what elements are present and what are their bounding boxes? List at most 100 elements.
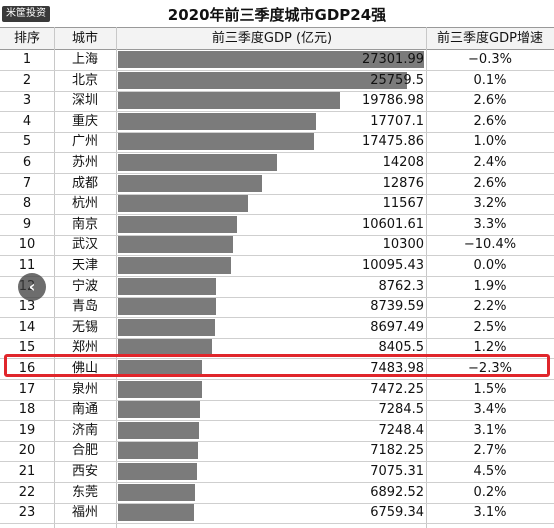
gdp-value: 17707.1 — [370, 113, 424, 129]
gdp-bar — [118, 51, 424, 68]
city-cell: 深圳 — [71, 93, 98, 109]
city-cell: 天津 — [71, 258, 98, 273]
bar-cell — [118, 502, 426, 523]
city-cell: 合肥 — [71, 443, 98, 459]
rank-cell: 7 — [22, 175, 32, 191]
bar-cell — [118, 70, 426, 91]
column-divider — [426, 27, 427, 528]
highlight-box — [4, 354, 550, 377]
gdp-bar — [118, 380, 202, 398]
growth-cell: 0.0% — [473, 258, 507, 273]
table-row: 19 济南 7248.4 3.1% — [0, 420, 554, 442]
growth-cell: 2.5% — [473, 319, 507, 335]
table-row: 12宁波8762.31.9% — [0, 276, 554, 298]
bar-cell — [118, 358, 426, 379]
prev-arrow-icon[interactable]: ‹ — [18, 273, 46, 301]
rank-cell: 23 — [18, 505, 36, 521]
gdp-bar — [118, 71, 407, 89]
gdp-bar — [118, 133, 314, 151]
gdp-bar — [118, 92, 340, 110]
gdp-bar — [118, 421, 200, 439]
gdp-bar — [118, 195, 248, 213]
table-row: 21 西安 7075.31 4.5% — [0, 461, 554, 483]
growth-cell: 1.9% — [473, 278, 507, 294]
growth-cell: 0.1% — [473, 72, 507, 88]
growth-cell: 2.7% — [473, 443, 507, 459]
bar-cell — [118, 420, 426, 441]
growth-cell: 3.1% — [473, 505, 507, 521]
bar-cell — [118, 193, 426, 214]
city-cell: 上海 — [71, 52, 98, 67]
header-city: 城市 — [71, 31, 98, 46]
chart-title: 2020年前三季度城市GDP24强 — [167, 6, 387, 24]
city-cell: 苏州 — [71, 155, 98, 170]
bar-cell — [118, 214, 426, 235]
city-cell: 西安 — [71, 464, 98, 479]
rank-cell: 18 — [18, 402, 36, 418]
bar-cell — [118, 399, 426, 420]
table-row: 5 广州 17475.86 1.0% — [0, 131, 554, 154]
growth-cell: 2.6% — [473, 113, 507, 129]
city-cell: 无锡 — [71, 319, 98, 335]
city-cell: 宁波 — [71, 278, 98, 294]
growth-cell: 3.4% — [473, 402, 507, 418]
gdp-value: 17475.86 — [361, 134, 424, 150]
gdp-bar — [118, 504, 194, 522]
rank-cell: 19 — [18, 422, 36, 438]
gdp-value: 12876 — [382, 175, 424, 191]
bar-cell — [118, 234, 426, 255]
gdp-value: 7075.31 — [370, 464, 424, 479]
table-row: 7 成都 12876 2.6% — [0, 173, 554, 195]
bar-cell — [118, 440, 426, 461]
table-row: 9 南京 10601.61 3.3% — [0, 214, 554, 236]
gdp-bar — [118, 112, 317, 130]
city-cell: 武汉 — [71, 237, 98, 253]
gdp-bar — [118, 401, 200, 419]
city-cell: 东莞 — [71, 484, 98, 500]
table-header: 排序 城市 前三季度GDP (亿元) 前三季度GDP增速 — [0, 27, 554, 50]
bar-cell — [118, 90, 426, 111]
gdp-bar — [118, 339, 213, 357]
gdp-value: 8697.49 — [370, 319, 424, 335]
growth-cell: 2.6% — [473, 93, 507, 109]
gdp-value: 11567 — [382, 196, 424, 212]
growth-cell: 0.2% — [473, 484, 507, 500]
rank-cell: 10 — [18, 237, 36, 253]
gdp-value: 8739.59 — [370, 299, 424, 315]
table-row: 2 北京 25759.5 0.1% — [0, 70, 554, 92]
header-gdp: 前三季度GDP (亿元) — [211, 31, 333, 46]
bar-cell — [118, 276, 426, 297]
city-cell: 郑州 — [71, 340, 98, 356]
rank-cell: 3 — [22, 93, 32, 109]
gdp-bar — [118, 154, 278, 171]
bar-cell — [118, 461, 426, 482]
gdp-value: 27301.99 — [361, 52, 424, 67]
city-cell: 杭州 — [71, 196, 98, 212]
gdp-value: 14208 — [382, 155, 424, 170]
table-row: 16 佛山 7483.98 −2.3% — [0, 358, 554, 380]
table-row: 13 青岛 8739.59 2.2% — [0, 296, 554, 319]
city-cell: 南通 — [71, 402, 98, 418]
table-row: 6 苏州 14208 2.4% — [0, 152, 554, 174]
table-row: 22 东莞 6892.52 0.2% — [0, 482, 554, 504]
rank-cell: 14 — [18, 319, 36, 335]
city-cell: 泉州 — [71, 381, 98, 397]
rank-cell: 16 — [18, 361, 36, 376]
gdp-bar — [118, 277, 217, 295]
table-row: 4 重庆 17707.1 2.6% — [0, 111, 554, 133]
growth-cell: 4.5% — [473, 464, 507, 479]
table-row: 3 深圳 19786.98 2.6% — [0, 90, 554, 113]
city-cell: 南京 — [71, 216, 98, 232]
city-cell: 成都 — [71, 175, 98, 191]
gdp-bar — [118, 318, 216, 336]
table-row: 20 合肥 7182.25 2.7% — [0, 440, 554, 463]
table-row: 17 泉州 7472.25 1.5% — [0, 379, 554, 401]
gdp-value: 7248.4 — [378, 422, 425, 438]
growth-cell: 2.6% — [473, 175, 507, 191]
bar-cell — [118, 152, 426, 173]
table-row: 18 南通 7284.5 3.4% — [0, 399, 554, 422]
bar-cell — [118, 482, 426, 503]
growth-cell: −0.3% — [468, 52, 512, 67]
growth-cell: 1.2% — [473, 340, 507, 356]
column-divider — [116, 27, 117, 528]
